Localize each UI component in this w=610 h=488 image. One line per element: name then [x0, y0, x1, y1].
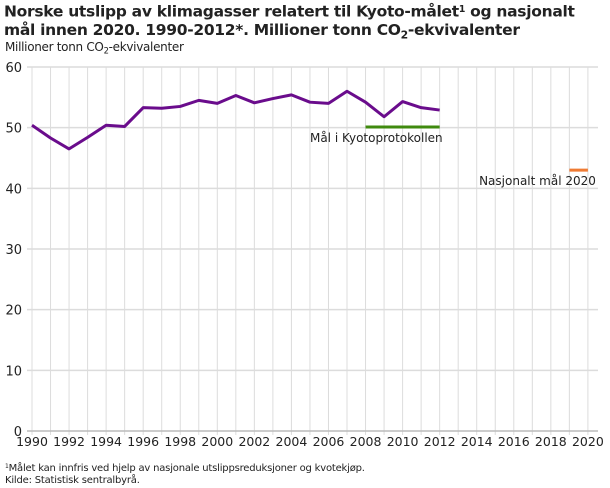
y-tick-label: 20: [5, 304, 22, 319]
x-tick-label: 2008: [350, 434, 382, 449]
x-tick-label: 1992: [53, 434, 85, 449]
x-tick-label: 1998: [164, 434, 196, 449]
x-tick-label: 2006: [313, 434, 345, 449]
x-tick-label: 2014: [461, 434, 493, 449]
y-tick-label: 30: [5, 243, 22, 258]
y-tick-label: 50: [5, 122, 22, 137]
chart-title: Norske utslipp av klimagasser relatert t…: [4, 2, 575, 41]
y-tick-label: 40: [5, 182, 22, 197]
x-tick-label: 2016: [498, 434, 530, 449]
y-tick-label: 10: [5, 364, 22, 379]
kyoto-target-label: Mål i Kyotoprotokollen: [310, 131, 443, 145]
source: Kilde: Statistisk sentralbyrå.: [5, 475, 140, 486]
x-tick-label: 2010: [387, 434, 419, 449]
x-tick-label: 2012: [424, 434, 456, 449]
x-tick-label: 2000: [201, 434, 233, 449]
x-tick-label: 2020: [572, 434, 604, 449]
y-axis-label: Millioner tonn CO2-ekvivalenter: [5, 40, 184, 56]
footnote: 1Målet kan innfris ved hjelp av nasjonal…: [5, 463, 365, 486]
x-tick-label: 2004: [276, 434, 308, 449]
x-tick-label: 1990: [16, 434, 48, 449]
x-tick-label: 2002: [238, 434, 270, 449]
x-tick-label: 1994: [90, 434, 122, 449]
y-tick-label: 60: [5, 61, 22, 76]
y-tick-label: 0: [14, 425, 22, 440]
series-line-0: [31, 89, 440, 151]
x-tick-label: 2018: [535, 434, 567, 449]
national-target-label: Nasjonalt mål 2020: [479, 174, 596, 188]
x-tick-label: 1996: [127, 434, 159, 449]
